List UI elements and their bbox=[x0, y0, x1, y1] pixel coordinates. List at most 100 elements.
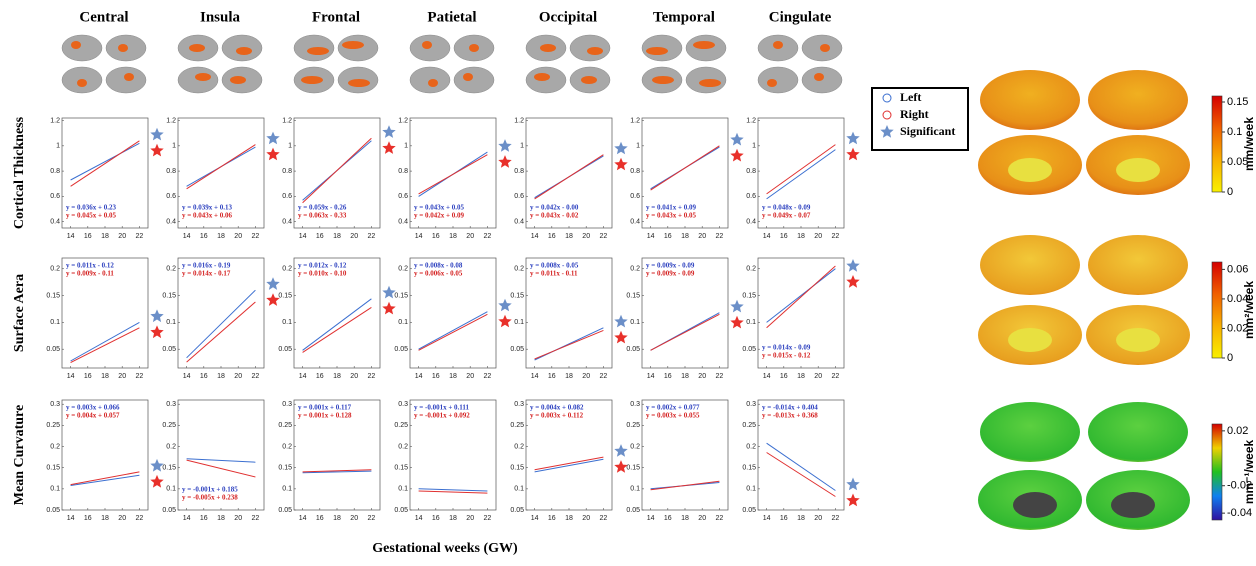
brain-render bbox=[1088, 402, 1188, 462]
equation: y = 0.043x + 0.06 bbox=[182, 212, 232, 220]
significance-star bbox=[498, 155, 511, 168]
y-tick-label: 0.2 bbox=[746, 443, 756, 450]
brain-render bbox=[1088, 235, 1188, 295]
x-tick-label: 14 bbox=[763, 233, 771, 240]
x-tick-label: 22 bbox=[832, 373, 840, 380]
y-tick-label: 0.8 bbox=[50, 168, 60, 175]
significance-star bbox=[266, 132, 279, 145]
y-tick-label: 0.05 bbox=[162, 507, 176, 514]
significance-star bbox=[150, 309, 163, 322]
x-tick-label: 20 bbox=[582, 373, 590, 380]
y-tick-label: 0.1 bbox=[166, 486, 176, 493]
x-tick-label: 20 bbox=[814, 373, 822, 380]
x-tick-label: 18 bbox=[449, 373, 457, 380]
y-tick-label: 0.05 bbox=[510, 507, 524, 514]
significance-star bbox=[266, 148, 279, 161]
y-tick-label: 0.8 bbox=[630, 168, 640, 175]
y-tick-label: 0.1 bbox=[630, 319, 640, 326]
brain-render bbox=[1088, 70, 1188, 130]
x-tick-label: 18 bbox=[565, 233, 573, 240]
x-tick-label: 18 bbox=[333, 515, 341, 522]
equation: y = 0.008x - 0.05 bbox=[530, 262, 579, 270]
region-highlight bbox=[773, 41, 783, 49]
regression-line bbox=[419, 314, 488, 350]
x-tick-label: 20 bbox=[466, 373, 474, 380]
equation: y = -0.001x + 0.111 bbox=[414, 404, 470, 412]
regression-line bbox=[535, 330, 604, 359]
x-tick-label: 20 bbox=[582, 233, 590, 240]
equation: y = -0.005x + 0.238 bbox=[182, 494, 238, 502]
brain-render bbox=[980, 235, 1080, 295]
region-highlight bbox=[195, 73, 211, 81]
y-tick-label: 0.6 bbox=[50, 193, 60, 200]
y-tick-label: 0.2 bbox=[166, 266, 176, 273]
significance-star bbox=[614, 158, 627, 171]
regression-line bbox=[303, 299, 372, 351]
equation: y = 0.006x - 0.05 bbox=[414, 270, 463, 278]
x-tick-label: 16 bbox=[84, 233, 92, 240]
y-tick-label: 0.2 bbox=[746, 266, 756, 273]
y-tick-label: 0.15 bbox=[394, 465, 408, 472]
y-tick-label: 1 bbox=[56, 143, 60, 150]
x-tick-label: 14 bbox=[415, 233, 423, 240]
significance-star bbox=[846, 148, 859, 161]
column-title: Insula bbox=[200, 9, 241, 25]
significance-star bbox=[382, 302, 395, 315]
x-tick-label: 20 bbox=[118, 373, 126, 380]
y-tick-label: 1.2 bbox=[166, 117, 176, 124]
x-tick-label: 14 bbox=[299, 233, 307, 240]
y-tick-label: 0.1 bbox=[398, 486, 408, 493]
y-tick-label: 0.05 bbox=[626, 507, 640, 514]
x-tick-label: 14 bbox=[183, 515, 191, 522]
significance-star bbox=[614, 444, 627, 457]
x-tick-label: 16 bbox=[316, 515, 324, 522]
equation: y = 0.004x + 0.082 bbox=[530, 404, 584, 412]
y-tick-label: 0.2 bbox=[514, 266, 524, 273]
region-highlight bbox=[236, 47, 252, 55]
region-highlight bbox=[301, 76, 323, 84]
y-tick-label: 0.4 bbox=[166, 219, 176, 226]
significance-star bbox=[150, 325, 163, 338]
y-tick-label: 0.1 bbox=[398, 319, 408, 326]
significance-star bbox=[266, 277, 279, 290]
y-tick-label: 1 bbox=[520, 143, 524, 150]
y-tick-label: 1.2 bbox=[398, 117, 408, 124]
legend-label: Significant bbox=[900, 124, 955, 138]
x-tick-label: 14 bbox=[67, 373, 75, 380]
y-tick-label: 0.2 bbox=[282, 266, 292, 273]
regression-line bbox=[767, 443, 836, 490]
colorbar-label: mm/week bbox=[1242, 117, 1256, 171]
equation: y = 0.012x - 0.12 bbox=[298, 262, 347, 270]
y-tick-label: 0.15 bbox=[742, 465, 756, 472]
regression-line bbox=[767, 269, 836, 323]
regression-line bbox=[535, 459, 604, 472]
x-tick-label: 22 bbox=[832, 515, 840, 522]
region-highlight bbox=[652, 76, 674, 84]
x-tick-label: 16 bbox=[780, 515, 788, 522]
region-highlight bbox=[534, 73, 550, 81]
y-tick-label: 0.25 bbox=[510, 422, 524, 429]
y-tick-label: 0.2 bbox=[514, 443, 524, 450]
regression-line bbox=[651, 481, 720, 490]
x-tick-label: 18 bbox=[565, 373, 573, 380]
figure: Gestational weeks (GW) CentralInsulaFron… bbox=[0, 0, 1256, 561]
brain-thumbnail bbox=[454, 67, 494, 93]
regression-line bbox=[303, 307, 372, 352]
y-tick-label: 1 bbox=[172, 143, 176, 150]
colorbar bbox=[1212, 96, 1222, 192]
equation: y = 0.010x - 0.10 bbox=[298, 270, 347, 278]
y-tick-label: 0.05 bbox=[278, 507, 292, 514]
x-tick-label: 22 bbox=[252, 373, 260, 380]
y-tick-label: 0.4 bbox=[514, 219, 524, 226]
x-tick-label: 16 bbox=[200, 515, 208, 522]
significance-star bbox=[730, 133, 743, 146]
x-tick-label: 18 bbox=[681, 233, 689, 240]
x-tick-label: 20 bbox=[350, 233, 358, 240]
x-tick-label: 14 bbox=[415, 515, 423, 522]
equation: y = 0.003x + 0.066 bbox=[66, 404, 120, 412]
region-highlight bbox=[469, 44, 479, 52]
region-highlight bbox=[767, 79, 777, 87]
colorbar-tick-label: 0.15 bbox=[1227, 96, 1248, 108]
regression-line bbox=[71, 328, 140, 363]
significance-star bbox=[150, 128, 163, 141]
